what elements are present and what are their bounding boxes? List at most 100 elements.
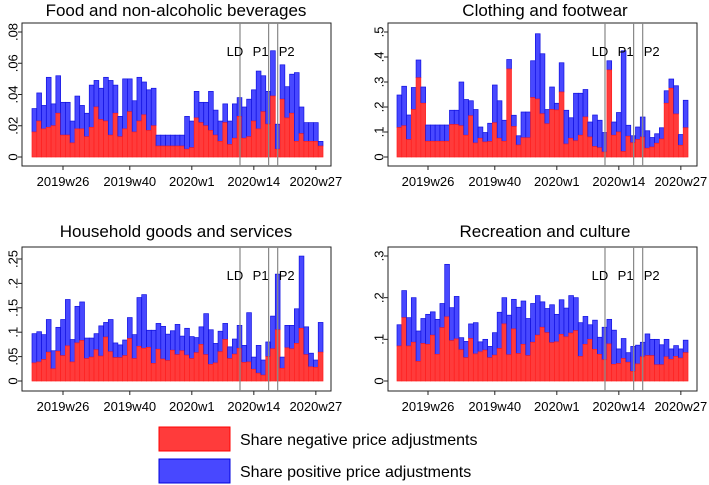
bar-negative: [79, 340, 85, 382]
bar-positive: [544, 308, 551, 334]
bar-positive: [141, 81, 147, 116]
bar-positive: [155, 323, 162, 350]
bar-positive: [616, 348, 622, 364]
bar-negative: [582, 116, 589, 158]
bar-positive: [525, 111, 531, 139]
y-tick-label: .1: [372, 334, 387, 345]
bar-positive: [103, 322, 109, 338]
bar-positive: [127, 317, 133, 339]
bar-positive: [308, 352, 314, 368]
bar-positive: [208, 329, 214, 365]
bar-positive: [246, 312, 252, 363]
bar-negative: [279, 367, 286, 382]
bar-negative: [592, 146, 598, 158]
bar-negative: [232, 353, 238, 382]
bar-positive: [50, 103, 57, 127]
bar-positive: [420, 86, 426, 104]
bar-positive: [165, 333, 171, 361]
bar-negative: [55, 112, 61, 158]
bar-positive: [434, 124, 441, 142]
bar-negative: [434, 353, 441, 382]
bar-negative: [678, 357, 684, 382]
bar-negative: [98, 355, 104, 382]
bar-positive: [294, 308, 300, 344]
bar-negative: [492, 122, 498, 158]
bar-negative: [203, 125, 209, 158]
bar-positive: [45, 76, 52, 128]
bar-positive: [587, 121, 593, 138]
bar-negative: [472, 142, 479, 158]
x-tick-label: 2019w40: [468, 174, 521, 189]
bar-positive: [635, 344, 641, 365]
bar-negative: [150, 125, 157, 158]
vline-label-ld: LD: [227, 44, 244, 59]
bar-positive: [611, 121, 617, 136]
bar-positive: [496, 311, 503, 349]
bar-negative: [251, 368, 257, 382]
bar-positive: [198, 101, 205, 123]
panel-1: Food and non-alcoholic beverages LD P1 P2 0.…: [6, 1, 343, 189]
vline-label-p2: P2: [279, 44, 295, 59]
bar-negative: [174, 145, 181, 158]
bar-positive: [160, 325, 166, 360]
bar-negative: [554, 109, 560, 158]
bar-negative: [539, 113, 546, 158]
bar-negative: [544, 332, 551, 382]
bar-positive: [563, 307, 570, 338]
bar-positive: [141, 294, 147, 349]
x-tick-label: 2019w40: [103, 399, 156, 414]
bar-positive: [453, 109, 460, 125]
bar-negative: [246, 136, 252, 158]
bar-positive: [530, 303, 536, 343]
vline-label-p2: P2: [279, 268, 295, 283]
bar-positive: [255, 70, 262, 130]
x-tick-label: 2020w14: [227, 399, 280, 414]
legend-swatch-negative: [158, 426, 231, 452]
bar-positive: [463, 341, 469, 359]
bar-positive: [611, 329, 617, 365]
bar-negative: [160, 358, 166, 382]
bar-negative: [496, 348, 503, 382]
bar-positive: [659, 344, 665, 366]
bar-positive: [313, 359, 319, 368]
bar-positive: [65, 101, 71, 136]
bar-negative: [587, 136, 593, 158]
bar-negative: [217, 141, 224, 158]
bar-positive: [303, 122, 310, 142]
bar-negative: [458, 125, 465, 158]
x-tick-label: 2019w26: [37, 174, 90, 189]
bar-negative: [36, 361, 42, 382]
bar-positive: [45, 319, 52, 353]
bar-positive: [635, 126, 641, 140]
bar-positive: [270, 50, 276, 97]
bar-negative: [74, 128, 81, 158]
bar-negative: [50, 125, 57, 158]
x-tick-label: 2020w14: [592, 174, 645, 189]
bar-negative: [568, 332, 574, 382]
bar-negative: [45, 351, 52, 382]
plot-frame: [21, 246, 332, 392]
bar-negative: [663, 356, 670, 382]
bar-negative: [212, 134, 219, 158]
bar-positive: [189, 120, 195, 148]
bar-negative: [406, 139, 412, 158]
bar-negative: [678, 144, 684, 158]
bar-positive: [654, 133, 660, 144]
bar-negative: [241, 362, 248, 382]
panel-4: Recreation and culture LD P1 P2 0 .1 .2 .3 2019w…: [372, 222, 708, 414]
panel-title: Food and non-alcoholic beverages: [46, 1, 307, 20]
bar-negative: [117, 136, 123, 158]
bar-negative: [227, 358, 233, 382]
bar-positive: [458, 337, 465, 351]
bar-positive: [587, 324, 593, 340]
bar-positive: [496, 100, 503, 139]
bar-negative: [150, 363, 157, 382]
legend-label-positive: Share positive price adjustments: [240, 464, 471, 481]
bar-positive: [649, 137, 655, 148]
bar-positive: [472, 322, 479, 355]
bar-positive: [558, 62, 565, 93]
bar-positive: [582, 316, 589, 345]
bar-negative: [673, 113, 679, 158]
bar-negative: [165, 360, 171, 382]
